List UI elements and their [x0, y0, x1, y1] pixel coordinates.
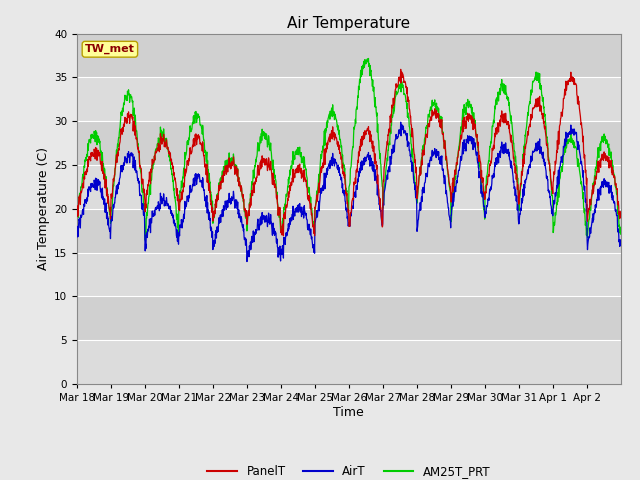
Legend: PanelT, AirT, AM25T_PRT: PanelT, AirT, AM25T_PRT	[203, 461, 495, 480]
Bar	[77, 165, 621, 209]
Title: Air Temperature: Air Temperature	[287, 16, 410, 31]
Bar	[77, 340, 621, 384]
Bar	[77, 252, 621, 296]
Bar	[77, 209, 621, 252]
Bar	[77, 121, 621, 165]
Text: TW_met: TW_met	[85, 44, 135, 54]
Bar	[77, 77, 621, 121]
X-axis label: Time: Time	[333, 406, 364, 419]
Y-axis label: Air Temperature (C): Air Temperature (C)	[36, 147, 50, 270]
Bar	[77, 34, 621, 77]
Bar	[77, 296, 621, 340]
